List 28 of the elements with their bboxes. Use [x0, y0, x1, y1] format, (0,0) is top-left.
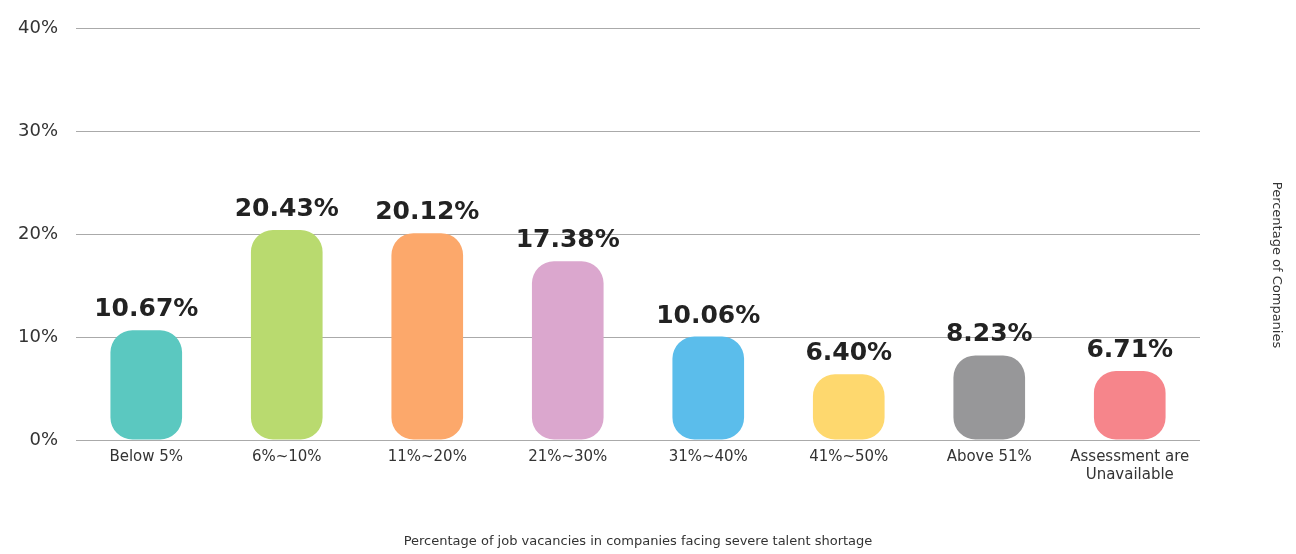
x-tick-label: Assessment are Unavailable [1070, 446, 1190, 483]
x-tick-label: 21%~30% [528, 446, 608, 465]
data-label: 10.06% [656, 299, 761, 329]
bar [672, 336, 745, 440]
data-label: 10.67% [94, 293, 199, 323]
x-tick-label: Above 51% [946, 446, 1032, 465]
data-label: 8.23% [945, 318, 1033, 348]
bar [391, 233, 464, 440]
x-tick-label: 41%~50% [809, 446, 889, 465]
y-tick-label: 10% [17, 324, 59, 346]
y-tick-label: 40% [17, 16, 59, 38]
x-tick-label: 11%~20% [387, 446, 467, 465]
y-tick-label: 30% [17, 119, 59, 141]
data-label: 20.12% [375, 196, 480, 226]
y-tick-label: 20% [17, 222, 59, 244]
data-label: 20.43% [234, 192, 339, 222]
bar [250, 229, 323, 440]
x-tick-label: Below 5% [109, 446, 184, 465]
data-label: 17.38% [515, 224, 620, 254]
bar [110, 330, 183, 440]
x-axis-title: Percentage of job vacancies in companies facing severe talent shortage [403, 533, 873, 549]
text: Percentage of Companies [1269, 181, 1285, 349]
data-label: 6.40% [805, 337, 893, 367]
data-label: 6.71% [1086, 334, 1174, 364]
x-tick-label: 31%~40% [668, 446, 748, 465]
bar [531, 261, 604, 440]
y-tick-label: 0% [29, 427, 59, 449]
x-tick-label: 6%~10% [251, 446, 322, 465]
